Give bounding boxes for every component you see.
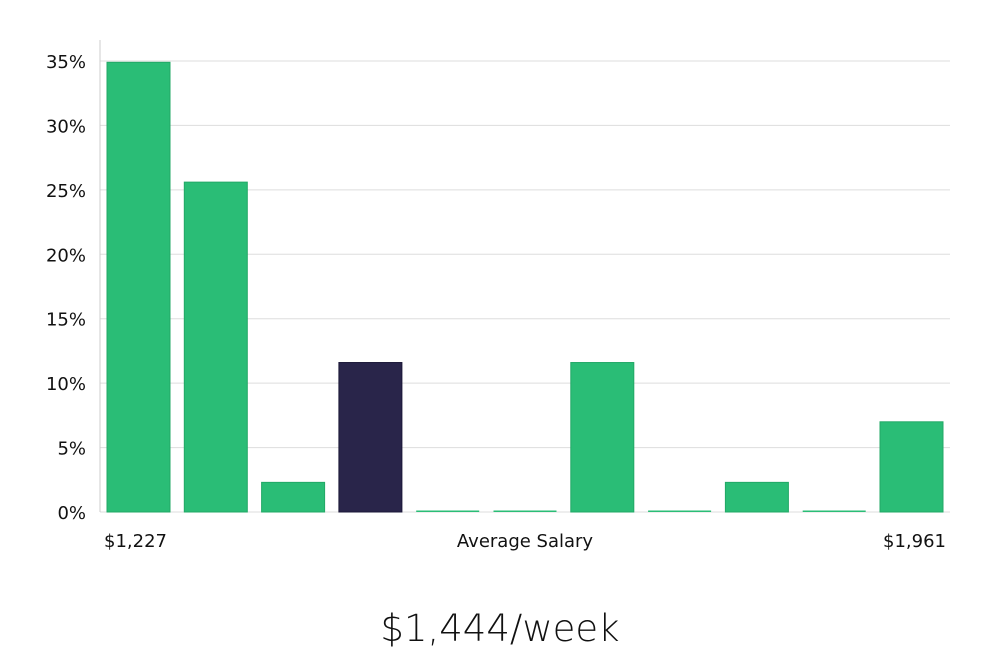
bar bbox=[493, 510, 557, 512]
bar-highlighted bbox=[338, 362, 403, 513]
y-tick-label: 30% bbox=[46, 116, 86, 137]
y-tick-label: 5% bbox=[57, 439, 86, 460]
y-tick-labels: 0% 5% 10% 15% 20% 25% 30% 35% bbox=[46, 52, 86, 524]
bar bbox=[183, 181, 248, 513]
y-tick-label: 15% bbox=[46, 310, 86, 331]
bar bbox=[802, 510, 866, 512]
bar bbox=[106, 61, 171, 513]
y-tick-label: 20% bbox=[46, 245, 86, 266]
y-tick-label: 35% bbox=[46, 52, 86, 73]
bar bbox=[724, 481, 789, 513]
x-max-label: $1,961 bbox=[883, 531, 946, 552]
average-salary-value: $1,444/week bbox=[380, 607, 620, 650]
bar bbox=[570, 362, 635, 513]
bar bbox=[879, 421, 944, 513]
salary-histogram: 0% 5% 10% 15% 20% 25% 30% 35% $1,227 Average Sa… bbox=[46, 40, 950, 552]
bars bbox=[106, 61, 944, 513]
bar bbox=[648, 510, 712, 512]
x-min-label: $1,227 bbox=[104, 531, 167, 552]
y-tick-label: 25% bbox=[46, 181, 86, 202]
bar bbox=[416, 510, 480, 512]
x-axis-title: Average Salary bbox=[457, 531, 594, 552]
y-tick-label: 10% bbox=[46, 374, 86, 395]
bar bbox=[261, 481, 326, 513]
y-tick-label: 0% bbox=[57, 503, 86, 524]
